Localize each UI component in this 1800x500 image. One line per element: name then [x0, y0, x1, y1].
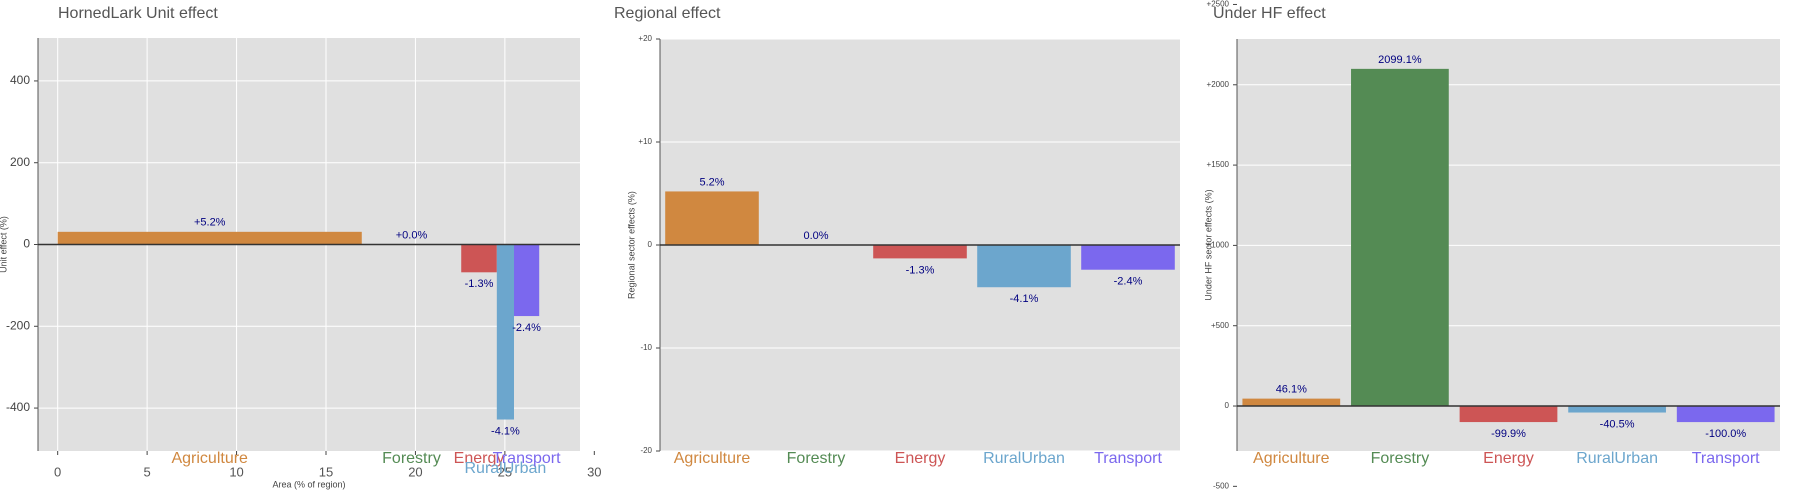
chart-title: Regional effect [614, 5, 721, 22]
category-label: Energy [454, 450, 505, 467]
y-tick-label: 400 [10, 73, 30, 87]
value-label: -4.1% [1010, 293, 1039, 305]
value-label: 5.2% [699, 176, 724, 188]
y-tick-label: 0 [23, 237, 30, 251]
y-tick-label: 0 [1225, 401, 1230, 410]
y-tick-label: +500 [1211, 321, 1230, 330]
value-label: -2.4% [1114, 276, 1143, 288]
category-label: Forestry [787, 450, 846, 467]
category-label: Transport [1094, 450, 1162, 467]
category-label: Energy [1483, 450, 1534, 467]
value-label: -1.3% [906, 264, 935, 276]
x-tick-label: 10 [229, 464, 243, 479]
bar [1568, 406, 1666, 413]
bar [1081, 245, 1175, 270]
bar [1242, 398, 1341, 407]
y-axis-title: Unit effect (%) [0, 216, 8, 273]
category-label: Forestry [382, 450, 441, 467]
y-tick-label: +10 [638, 137, 652, 146]
bar [461, 244, 497, 273]
chart-title: Under HF effect [1213, 5, 1326, 22]
value-label: -4.1% [491, 425, 520, 437]
x-tick-label: 15 [319, 464, 333, 479]
value-label: -99.9% [1491, 428, 1526, 440]
y-tick-label: +2000 [1207, 80, 1230, 89]
value-label: 0.0% [803, 230, 828, 242]
bar [665, 191, 759, 245]
category-label: Agriculture [674, 450, 751, 467]
y-tick-label: +2500 [1207, 0, 1230, 9]
category-label: RuralUrban [1576, 450, 1658, 467]
value-label: -100.0% [1705, 428, 1746, 440]
bar [873, 245, 967, 259]
value-label: -40.5% [1600, 418, 1635, 430]
x-axis-title: Area (% of region) [272, 479, 345, 489]
bar [1676, 406, 1775, 423]
y-tick-label: -200 [6, 318, 30, 332]
bar [496, 244, 514, 420]
x-tick-label: 5 [143, 464, 150, 479]
category-label: Transport [493, 450, 561, 467]
category-label: Agriculture [1253, 450, 1330, 467]
x-tick-label: 25 [498, 464, 512, 479]
y-tick-label: -20 [640, 446, 652, 455]
chart-title: HornedLark Unit effect [58, 5, 218, 22]
value-label: -1.3% [465, 278, 494, 290]
category-label: Transport [1692, 450, 1760, 467]
value-label: +5.2% [194, 217, 226, 229]
x-tick-label: 30 [587, 464, 601, 479]
bar [1459, 406, 1558, 423]
value-label: +0.0% [396, 229, 428, 241]
y-axis-title: Under HF sector effects (%) [1203, 189, 1213, 300]
bar [513, 244, 540, 317]
category-label: RuralUrban [983, 450, 1065, 467]
y-tick-label: +1500 [1207, 160, 1230, 169]
y-tick-label: -400 [6, 400, 30, 414]
category-label: Forestry [1371, 450, 1430, 467]
bar [1351, 68, 1449, 407]
category-label: RuralUrban [465, 460, 547, 477]
y-tick-label: 200 [10, 155, 30, 169]
y-tick-label: +1000 [1207, 241, 1230, 250]
y-tick-label: +20 [638, 34, 652, 43]
category-label: Agriculture [171, 450, 248, 467]
x-tick-label: 20 [408, 464, 422, 479]
value-label: -2.4% [512, 322, 541, 334]
bar [977, 245, 1071, 288]
y-axis-title: Regional sector effects (%) [626, 191, 636, 299]
y-tick-label: -500 [1213, 481, 1230, 490]
bar [57, 231, 362, 245]
value-label: 46.1% [1276, 384, 1307, 396]
x-tick-label: 0 [54, 464, 61, 479]
value-label: 2099.1% [1378, 54, 1422, 66]
category-label: Energy [895, 450, 946, 467]
y-tick-label: 0 [648, 240, 653, 249]
y-tick-label: -10 [640, 343, 652, 352]
